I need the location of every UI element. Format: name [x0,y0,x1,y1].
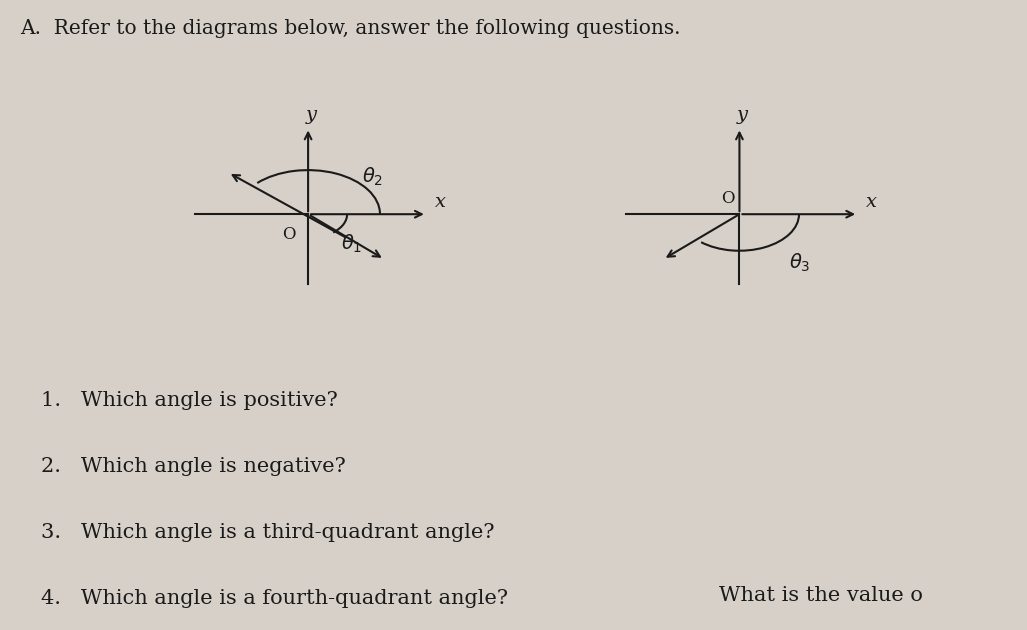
Text: 4.   Which angle is a fourth-quadrant angle?: 4. Which angle is a fourth-quadrant angl… [41,589,508,608]
Text: x: x [867,193,877,211]
Text: $\theta_3$: $\theta_3$ [789,252,810,274]
Text: O: O [721,190,734,207]
Text: A.  Refer to the diagrams below, answer the following questions.: A. Refer to the diagrams below, answer t… [21,19,681,38]
Text: What is the value o: What is the value o [719,586,923,605]
Text: O: O [282,226,296,243]
Text: y: y [737,106,748,124]
Text: x: x [435,193,446,211]
Text: 3.   Which angle is a third-quadrant angle?: 3. Which angle is a third-quadrant angle… [41,523,495,542]
Text: y: y [306,106,316,124]
Text: $\theta_2$: $\theta_2$ [362,165,383,188]
Text: 1.   Which angle is positive?: 1. Which angle is positive? [41,391,338,410]
Text: 2.   Which angle is negative?: 2. Which angle is negative? [41,457,346,476]
Text: $\theta_1$: $\theta_1$ [341,233,363,255]
